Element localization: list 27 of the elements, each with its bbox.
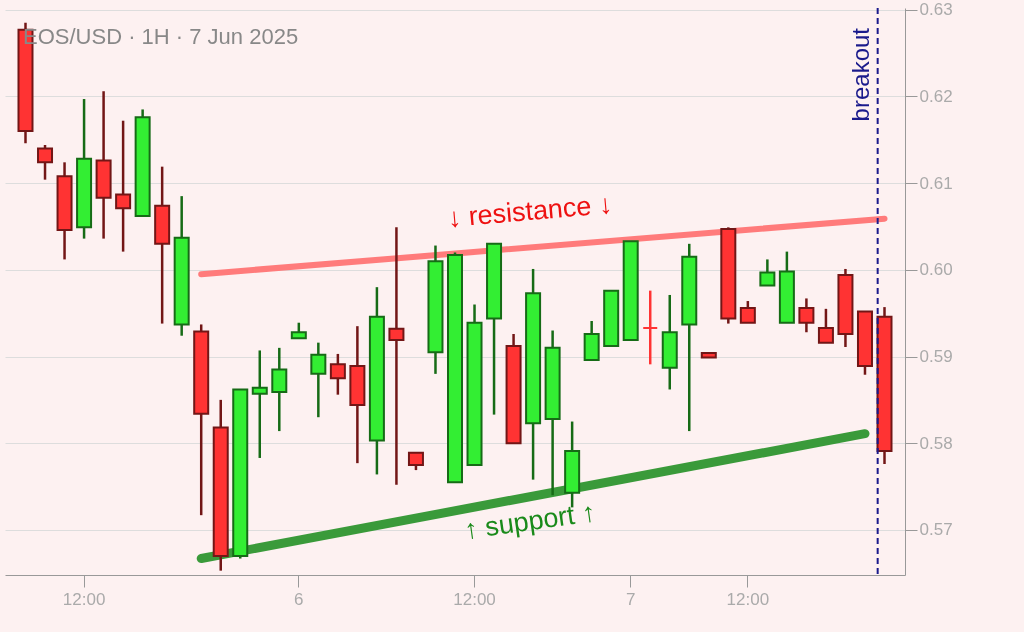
x-tick-label: 12:00 (726, 589, 770, 609)
annotation: ↑ support ↑ (462, 496, 598, 546)
candlestick (388, 226, 405, 487)
y-tick-label: 0.58 (919, 433, 953, 453)
annotation: breakout (846, 27, 874, 122)
candlestick (817, 307, 834, 344)
candlestick (329, 352, 346, 396)
candlestick (115, 119, 132, 253)
candlestick (642, 289, 659, 366)
candlestick (271, 346, 288, 433)
y-tick-label: 0.62 (919, 86, 953, 106)
candlestick (37, 143, 54, 181)
candlestick (759, 258, 776, 287)
y-tick-label: 0.57 (919, 520, 953, 540)
y-tick-label: 0.61 (919, 173, 953, 193)
annotation: ↓ resistance ↓ (446, 188, 614, 234)
candlestick (251, 349, 268, 460)
candlestick (798, 297, 815, 334)
x-tick-label: 6 (294, 589, 304, 609)
y-tick-label: 0.59 (919, 347, 953, 367)
x-tick-label: 12:00 (62, 589, 106, 609)
y-tick-label: 0.63 (919, 0, 953, 20)
candlestick (739, 299, 756, 324)
candlestick (310, 341, 327, 419)
y-tick-label: 0.60 (919, 260, 953, 280)
x-tick-label: 7 (625, 589, 636, 609)
x-tick-label: 12:00 (453, 589, 496, 609)
